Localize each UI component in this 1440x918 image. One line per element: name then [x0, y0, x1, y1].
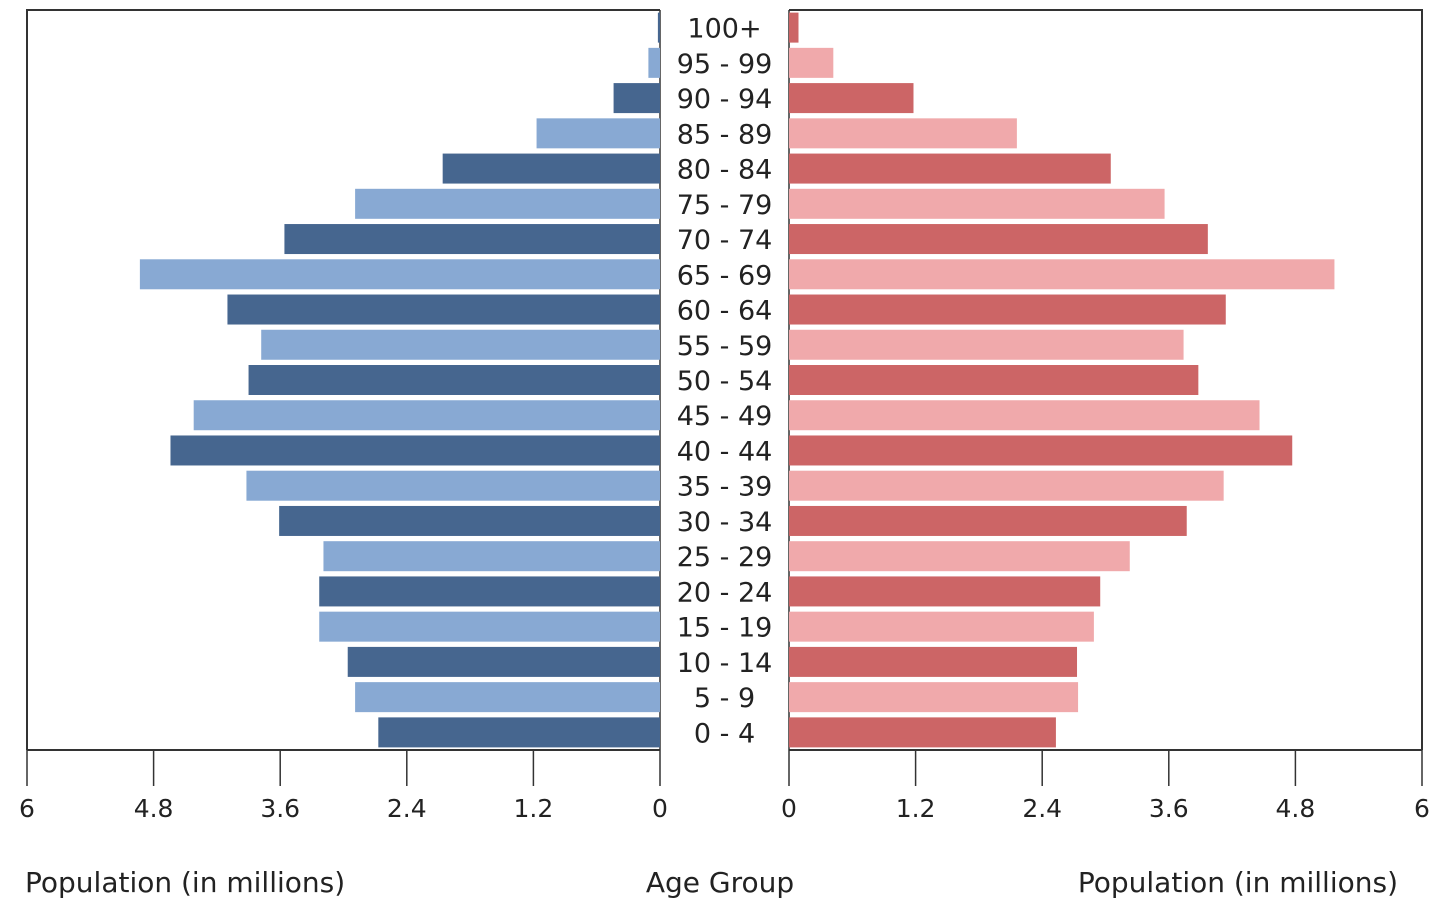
left-bar-75-79 [355, 188, 660, 219]
age-group-label: 10 - 14 [677, 648, 773, 679]
left-bar-70-74 [284, 224, 660, 255]
right-bar-5-9 [789, 682, 1079, 713]
age-group-label: 45 - 49 [677, 401, 773, 432]
left-tick-label: 0 [652, 794, 668, 823]
age-group-label: 95 - 99 [677, 49, 773, 80]
right-bar-35-39 [789, 470, 1224, 501]
left-bar-10-14 [347, 646, 660, 677]
left-bar-0-4 [378, 717, 660, 748]
right-bar-10-14 [789, 646, 1078, 677]
right-x-axis: 0 1.2 2.4 3.6 4.8 6 [781, 750, 1430, 823]
right-bar-50-54 [789, 365, 1199, 395]
left-bar-25-29 [323, 541, 660, 572]
right-bar-80-84 [789, 153, 1111, 184]
right-plot-frame [789, 9, 1423, 750]
left-tick-label: 6 [19, 794, 35, 823]
right-tick-label: 1.2 [896, 794, 936, 823]
left-bar-55-59 [261, 329, 660, 360]
left-bar-20-24 [319, 576, 660, 607]
left-plot-frame [26, 9, 660, 750]
right-bars [789, 12, 1335, 748]
right-bar-40-44 [789, 435, 1293, 466]
left-bar-30-34 [279, 505, 660, 536]
left-bar-35-39 [246, 470, 660, 501]
left-tick-label: 3.6 [260, 794, 300, 823]
left-bar-85-89 [536, 118, 660, 149]
age-group-label: 60 - 64 [677, 296, 773, 327]
right-bar-60-64 [789, 294, 1226, 325]
left-bars [139, 12, 661, 748]
right-bar-15-19 [789, 611, 1094, 642]
age-group-label: 40 - 44 [677, 436, 773, 467]
left-bar-80-84 [442, 153, 660, 184]
right-x-axis-title: Population (in millions) [1078, 866, 1398, 899]
age-group-label: 70 - 74 [677, 225, 773, 256]
age-group-label: 25 - 29 [677, 542, 773, 573]
left-bar-100 [657, 12, 660, 43]
right-bar-85-89 [789, 118, 1017, 149]
left-x-axis: 6 4.8 3.6 2.4 1.2 0 [19, 750, 668, 823]
left-bar-15-19 [319, 611, 660, 642]
age-group-label: 20 - 24 [677, 577, 773, 608]
right-tick-label: 3.6 [1149, 794, 1189, 823]
right-bar-100 [789, 12, 799, 43]
right-bar-0-4 [789, 717, 1056, 748]
age-group-label: 30 - 34 [677, 507, 773, 538]
left-bar-50-54 [248, 365, 661, 395]
age-group-label: 5 - 9 [694, 683, 755, 714]
age-group-labels: 0 - 4 5 - 9 10 - 14 15 - 19 20 - 24 25 - 29 30… [677, 14, 773, 750]
left-bar-5-9 [355, 682, 660, 713]
age-group-label: 55 - 59 [677, 331, 773, 362]
right-bar-55-59 [789, 329, 1184, 360]
right-bar-45-49 [789, 400, 1260, 431]
left-bar-60-64 [227, 294, 660, 325]
left-bar-95-99 [648, 47, 660, 78]
right-bar-25-29 [789, 541, 1130, 572]
right-bar-65-69 [789, 259, 1335, 290]
age-group-label: 35 - 39 [677, 472, 773, 503]
left-tick-label: 1.2 [514, 794, 554, 823]
right-tick-label: 2.4 [1022, 794, 1062, 823]
left-bar-90-94 [613, 83, 660, 114]
right-bar-90-94 [789, 83, 914, 114]
left-x-axis-title: Population (in millions) [25, 866, 345, 899]
right-tick-label: 4.8 [1276, 794, 1316, 823]
age-group-label: 100+ [687, 14, 761, 45]
age-group-label: 80 - 84 [677, 155, 773, 186]
left-tick-label: 4.8 [134, 794, 174, 823]
right-tick-label: 6 [1414, 794, 1430, 823]
left-bar-40-44 [170, 435, 661, 466]
right-bar-95-99 [789, 47, 834, 78]
age-group-label: 0 - 4 [694, 718, 755, 749]
age-group-label: 90 - 94 [677, 84, 773, 115]
age-group-label: 50 - 54 [677, 366, 773, 397]
right-bar-75-79 [789, 188, 1165, 219]
age-group-label: 85 - 89 [677, 119, 773, 150]
right-bar-20-24 [789, 576, 1101, 607]
left-bar-65-69 [139, 259, 660, 290]
right-tick-label: 0 [781, 794, 797, 823]
age-group-label: 15 - 19 [677, 613, 773, 644]
left-tick-label: 2.4 [387, 794, 427, 823]
right-bar-70-74 [789, 224, 1208, 255]
age-group-label: 65 - 69 [677, 260, 773, 291]
age-group-label: 75 - 79 [677, 190, 773, 221]
right-bar-30-34 [789, 505, 1187, 536]
left-bar-45-49 [193, 400, 660, 431]
age-group-axis-title: Age Group [646, 866, 794, 899]
